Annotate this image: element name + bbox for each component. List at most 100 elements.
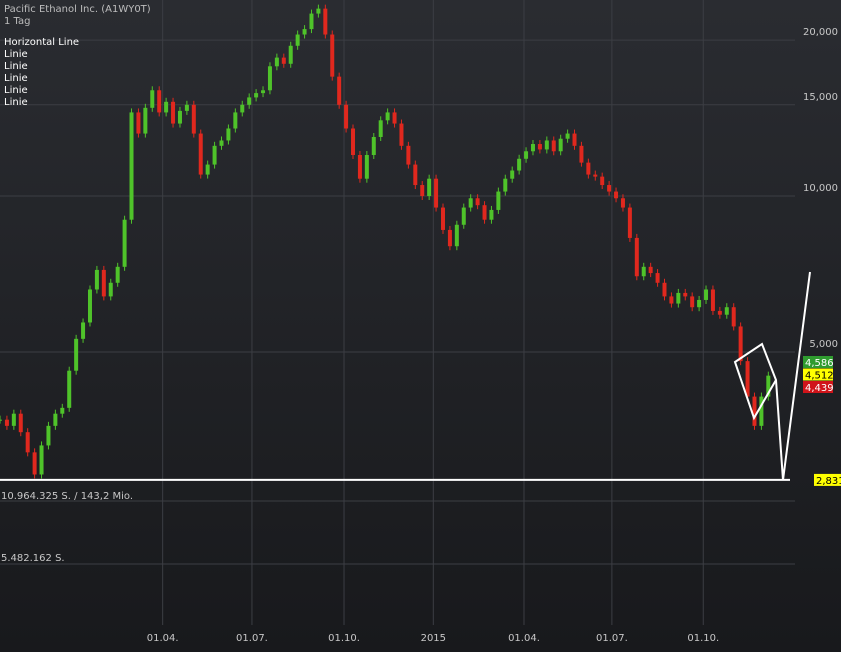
candle bbox=[399, 123, 404, 146]
candle bbox=[510, 170, 515, 179]
candle bbox=[537, 144, 542, 150]
candle bbox=[295, 34, 300, 46]
candle bbox=[184, 104, 189, 111]
candle bbox=[517, 158, 522, 171]
x-tick-label: 2015 bbox=[421, 633, 446, 644]
candle bbox=[662, 282, 667, 297]
candle bbox=[330, 34, 335, 77]
candle bbox=[94, 269, 99, 290]
candle bbox=[565, 133, 570, 139]
candle bbox=[32, 452, 37, 475]
candle bbox=[371, 136, 376, 155]
candle bbox=[586, 162, 591, 175]
candle bbox=[690, 296, 695, 308]
candle bbox=[309, 13, 314, 30]
candle bbox=[25, 432, 30, 453]
y-tick-label: 5,000 bbox=[809, 339, 838, 350]
candle bbox=[4, 419, 9, 426]
candle bbox=[288, 45, 293, 64]
price-label: 4,512 bbox=[805, 371, 834, 382]
candle bbox=[413, 164, 418, 186]
candle bbox=[39, 445, 44, 475]
legend-entry: Linie bbox=[4, 97, 28, 108]
x-tick-label: 01.04. bbox=[147, 633, 179, 644]
price-box bbox=[803, 356, 833, 368]
volume-label: 5.482.162 S. bbox=[1, 553, 65, 564]
candle bbox=[254, 93, 259, 98]
legend-entry: Linie bbox=[4, 49, 28, 60]
candle bbox=[738, 326, 743, 362]
candle bbox=[351, 128, 356, 155]
y-tick-label: 10,000 bbox=[803, 183, 838, 194]
candle bbox=[316, 8, 321, 14]
candle bbox=[496, 191, 501, 210]
candle bbox=[392, 112, 397, 124]
candle bbox=[600, 176, 605, 186]
candle bbox=[634, 237, 639, 277]
candle bbox=[503, 178, 508, 192]
candle bbox=[607, 185, 612, 192]
candle bbox=[267, 66, 272, 91]
candle bbox=[579, 145, 584, 163]
candle bbox=[74, 338, 79, 371]
candle bbox=[524, 151, 529, 159]
candle bbox=[247, 97, 252, 105]
candle bbox=[274, 57, 279, 67]
candle bbox=[406, 145, 411, 165]
candle bbox=[683, 292, 688, 297]
candle bbox=[614, 191, 619, 199]
candle bbox=[766, 375, 771, 397]
drawn-line bbox=[775, 271, 811, 481]
drawings bbox=[733, 271, 811, 481]
candle bbox=[143, 107, 148, 134]
candle bbox=[655, 273, 660, 283]
x-tick-label: 01.10. bbox=[328, 633, 360, 644]
candle bbox=[18, 413, 23, 433]
candle bbox=[67, 370, 72, 408]
candle bbox=[136, 112, 141, 134]
volume-label: 10.964.325 S. / 143,2 Mio. bbox=[1, 491, 133, 502]
candle bbox=[530, 144, 535, 152]
candle bbox=[81, 322, 86, 339]
candle bbox=[357, 154, 362, 179]
y-tick-label: 20,000 bbox=[803, 27, 838, 38]
legend-entry: Linie bbox=[4, 73, 28, 84]
candle bbox=[641, 266, 646, 277]
candle bbox=[191, 104, 196, 134]
candle bbox=[122, 219, 127, 267]
candle bbox=[676, 292, 681, 304]
candle bbox=[468, 198, 473, 208]
candle bbox=[150, 90, 155, 108]
candle bbox=[157, 90, 162, 113]
candle bbox=[454, 224, 459, 247]
candle bbox=[60, 407, 65, 414]
candle bbox=[337, 76, 342, 105]
legend-entry: Linie bbox=[4, 61, 28, 72]
candle bbox=[344, 104, 349, 129]
candle bbox=[627, 207, 632, 238]
chart-subtitle: 1 Tag bbox=[4, 16, 30, 27]
candle bbox=[697, 299, 702, 308]
candle bbox=[593, 174, 598, 177]
candle bbox=[171, 101, 176, 124]
price-box bbox=[803, 368, 833, 381]
candle bbox=[0, 419, 2, 421]
candle bbox=[240, 104, 245, 113]
candle bbox=[87, 289, 92, 323]
candle bbox=[302, 29, 307, 35]
candle bbox=[212, 145, 217, 165]
candle bbox=[164, 101, 169, 113]
candle bbox=[198, 133, 203, 175]
candle bbox=[669, 296, 674, 304]
candle bbox=[53, 413, 58, 426]
price-box bbox=[814, 473, 841, 486]
candle bbox=[440, 207, 445, 230]
candle bbox=[482, 205, 487, 220]
candle bbox=[46, 425, 51, 446]
candle bbox=[115, 266, 120, 283]
price-label: 2,831 bbox=[816, 476, 841, 487]
candle bbox=[219, 140, 224, 146]
